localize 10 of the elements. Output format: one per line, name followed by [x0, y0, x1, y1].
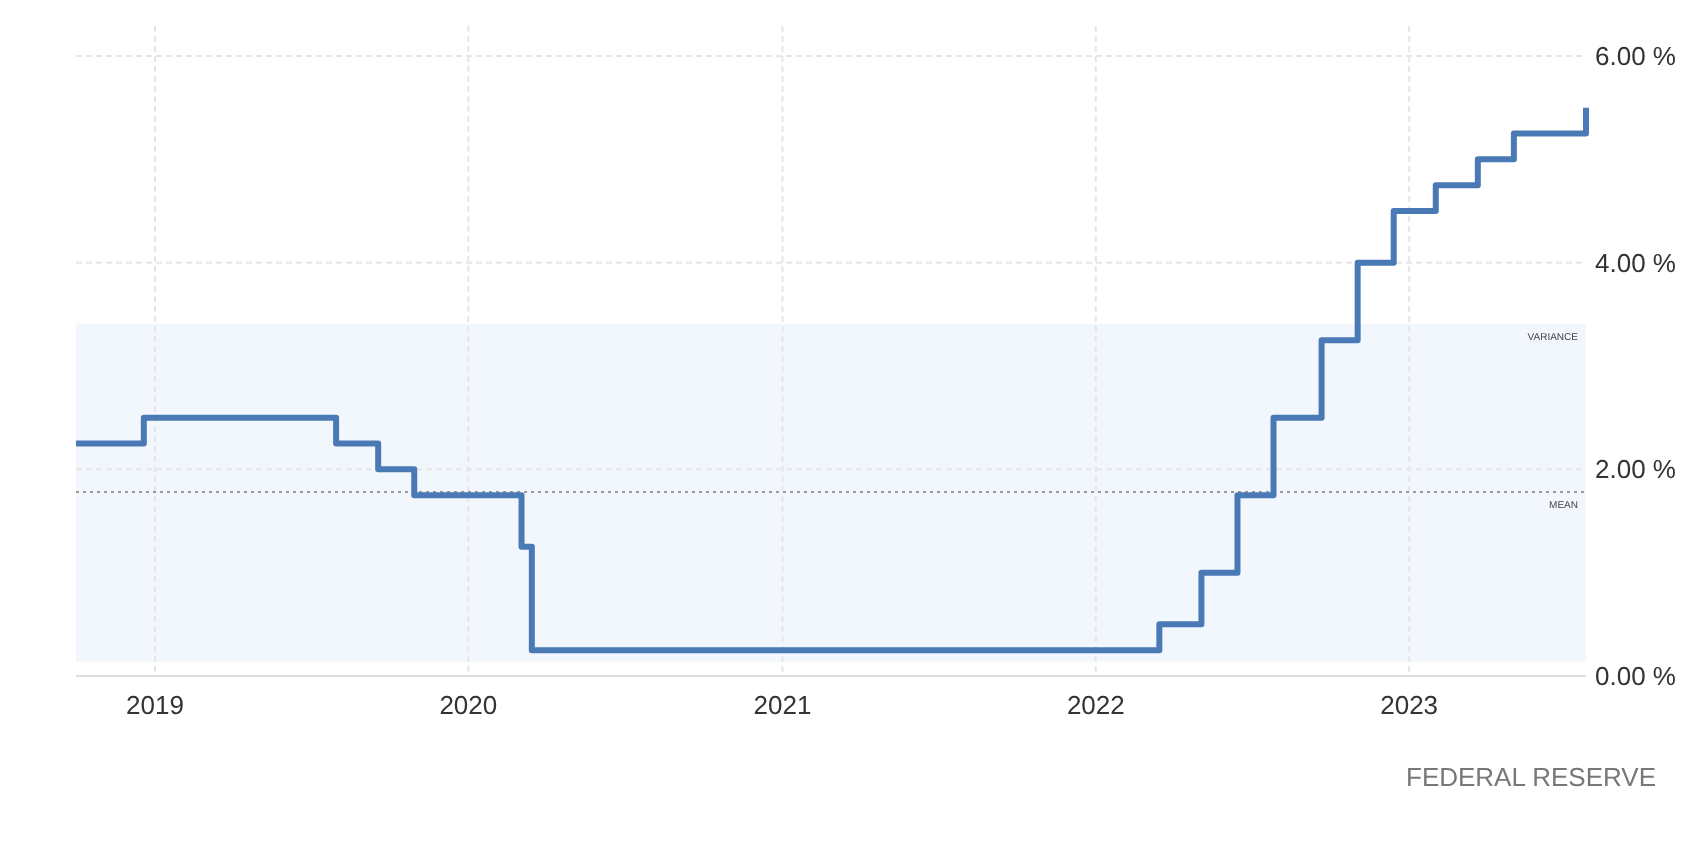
- x-tick-label: 2021: [753, 690, 812, 720]
- x-tick-label: 2023: [1380, 690, 1439, 720]
- x-tick-label: 2022: [1066, 690, 1125, 720]
- y-tick-label: 2.00 %: [1595, 454, 1677, 485]
- y-tick-label: 6.00 %: [1595, 41, 1677, 72]
- y-tick-label: 0.00 %: [1595, 661, 1677, 692]
- y-tick-label: 4.00 %: [1595, 247, 1677, 278]
- text: FEDERAL RESERVE: [1406, 762, 1657, 792]
- x-tick-label: 2020: [439, 690, 498, 720]
- x-tick-label: 2019: [126, 690, 184, 720]
